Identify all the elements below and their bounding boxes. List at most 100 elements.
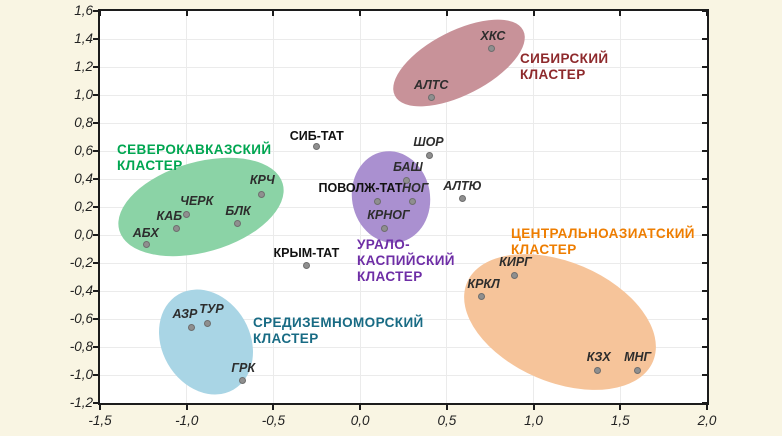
data-point-КРНОГ xyxy=(380,224,388,232)
x-axis-tick-bottom xyxy=(185,405,188,410)
cluster-label-line: УРАЛО- xyxy=(357,237,410,252)
y-axis-tick-left xyxy=(93,374,98,376)
point-label-КИРГ: КИРГ xyxy=(499,254,532,269)
y-axis-tick-right xyxy=(702,38,707,40)
y-axis-tick-right xyxy=(702,262,707,264)
point-label-ГРК: ГРК xyxy=(231,360,256,375)
y-tick-label: 0,8 xyxy=(74,115,93,130)
y-tick-label: 0,2 xyxy=(74,199,93,214)
x-tick-label: 2,0 xyxy=(697,413,717,428)
cluster-label-1: СЕВЕРОКАВКАЗСКИЙ КЛАСТЕР xyxy=(117,142,271,174)
point-label-АЛТС: АЛТС xyxy=(414,77,449,92)
data-point-КРКЛ xyxy=(478,293,486,301)
data-point-ШОР xyxy=(426,151,433,159)
cluster-label-line: КЛАСТЕР xyxy=(117,158,183,173)
data-point-СИБ-ТАТ xyxy=(313,143,321,151)
data-point-МНГ xyxy=(634,367,642,375)
x-axis-tick-top xyxy=(99,11,101,16)
y-tick-label: 0,6 xyxy=(74,143,93,158)
y-tick-label: -0,8 xyxy=(69,339,93,354)
y-axis-tick-right xyxy=(702,402,707,404)
x-axis-tick-bottom xyxy=(445,405,448,410)
data-point-КИРГ xyxy=(510,272,518,280)
x-tick-label: -0,5 xyxy=(261,413,286,428)
x-tick-label: 0,0 xyxy=(350,413,370,428)
point-label-МНГ: МНГ xyxy=(624,349,652,364)
cluster-label-line: КЛАСТЕР xyxy=(520,67,586,82)
point-label-ЧЕРК: ЧЕРК xyxy=(180,194,214,208)
x-axis-tick-bottom xyxy=(706,405,708,410)
y-tick-label: 1,0 xyxy=(74,87,93,102)
x-tick-label: 1,0 xyxy=(524,413,543,428)
data-point-АЛТС xyxy=(427,94,435,102)
data-point-АЗР xyxy=(188,323,196,331)
y-axis-tick-left xyxy=(93,262,98,264)
y-tick-label: -0,2 xyxy=(69,255,93,270)
point-label-КРЧ: КРЧ xyxy=(249,173,275,188)
x-axis-tick-bottom xyxy=(619,405,622,410)
y-axis-tick-left xyxy=(93,150,98,152)
y-axis-tick-left xyxy=(93,234,98,236)
point-label-ТУР: ТУР xyxy=(199,302,224,317)
y-axis-tick-right xyxy=(702,206,707,208)
y-tick-label: -1,0 xyxy=(69,367,93,382)
point-label-БЛК: БЛК xyxy=(225,203,251,218)
x-axis-tick-bottom xyxy=(272,405,275,410)
cluster-label-3: УРАЛО- КАСПИЙСКИЙ КЛАСТЕР xyxy=(357,237,455,285)
y-axis-tick-right xyxy=(702,10,707,12)
y-axis-tick-right xyxy=(702,318,707,320)
y-axis-tick-left xyxy=(93,178,98,180)
gridline-horizontal xyxy=(100,290,707,292)
data-point-КРЧ xyxy=(257,190,265,198)
y-tick-label: 1,4 xyxy=(74,31,93,46)
cluster-label-2: СИБИРСКИЙ КЛАСТЕР xyxy=(520,51,609,83)
x-axis-tick-bottom xyxy=(359,405,362,410)
gridline-horizontal xyxy=(100,38,707,40)
point-label-КРНОГ: КРНОГ xyxy=(367,208,410,222)
y-axis-tick-right xyxy=(702,122,707,124)
gridline-horizontal xyxy=(100,346,707,348)
point-label-СИБ-ТАТ: СИБ-ТАТ xyxy=(289,128,344,143)
y-axis-tick-left xyxy=(93,402,98,404)
y-axis-tick-right xyxy=(702,178,707,180)
cluster-label-line: СЕВЕРОКАВКАЗСКИЙ xyxy=(117,142,272,157)
y-tick-label: 1,6 xyxy=(74,3,93,18)
cluster-label-line: КЛАСТЕР xyxy=(357,269,423,284)
point-label-ШОР: ШОР xyxy=(413,135,444,150)
point-label-КАБ: КАБ xyxy=(156,209,183,223)
x-axis-tick-top xyxy=(619,11,622,16)
data-point-КЗХ xyxy=(594,367,602,375)
x-tick-label: 1,5 xyxy=(610,413,630,428)
x-tick-label: -1,5 xyxy=(88,413,112,428)
y-axis-tick-left xyxy=(93,66,98,68)
y-axis-tick-left xyxy=(93,38,98,40)
point-label-АБХ: АБХ xyxy=(132,225,159,240)
data-point-НОГ xyxy=(408,197,416,205)
data-point-ЧЕРК xyxy=(183,210,191,218)
data-point-АЛТЮ xyxy=(458,195,466,203)
data-point-КРЫМ-ТАТ xyxy=(302,262,310,270)
x-tick-label: 0,5 xyxy=(437,413,457,428)
gridline-horizontal xyxy=(100,374,707,376)
x-tick-label: -1,0 xyxy=(175,413,199,428)
x-axis-tick-top xyxy=(272,11,275,16)
data-point-АБХ xyxy=(143,241,151,249)
y-axis-tick-left xyxy=(93,318,98,320)
y-axis-tick-right xyxy=(702,374,707,376)
data-point-ПОВОЛЖ-ТАТ xyxy=(373,197,381,205)
point-label-КРЫМ-ТАТ: КРЫМ-ТАТ xyxy=(273,245,340,260)
y-axis-tick-right xyxy=(702,150,707,152)
point-label-ХКС: ХКС xyxy=(480,28,506,43)
point-label-КЗХ: КЗХ xyxy=(586,349,611,364)
point-label-БАШ: БАШ xyxy=(393,160,423,175)
point-label-АЛТЮ: АЛТЮ xyxy=(443,178,482,193)
y-axis-tick-left xyxy=(93,346,98,348)
data-point-ХКС xyxy=(488,45,496,53)
y-tick-label: 1,2 xyxy=(74,59,93,74)
gridline-horizontal xyxy=(100,318,707,320)
gridline-horizontal xyxy=(100,262,707,264)
y-axis-tick-left xyxy=(93,122,98,124)
data-point-ГРК xyxy=(238,377,246,385)
x-axis-tick-top xyxy=(706,11,708,16)
